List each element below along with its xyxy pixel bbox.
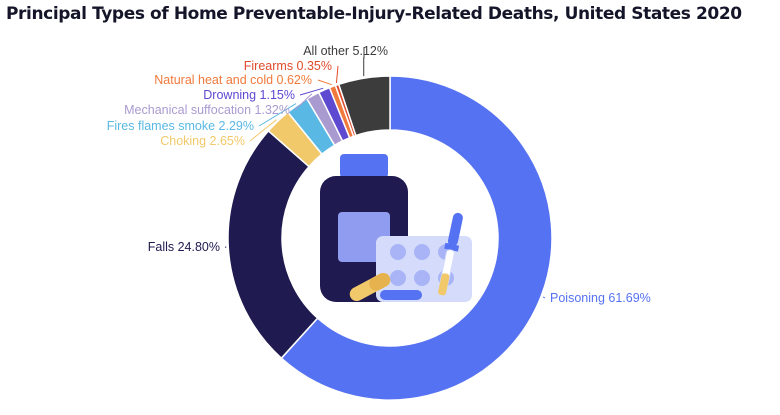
label-drowning: Drowning 1.15% bbox=[203, 88, 295, 102]
medicine-bottle-pills-dropper-icon bbox=[320, 154, 472, 302]
leader-choking bbox=[249, 119, 277, 142]
label-choking: Choking 2.65% bbox=[160, 134, 245, 148]
label-poisoning: Poisoning 61.69% bbox=[550, 291, 651, 305]
leader-natural-heat-and-cold bbox=[317, 79, 332, 86]
leader-poisoning bbox=[542, 296, 546, 299]
leader-firearms bbox=[335, 65, 339, 84]
label-leaders bbox=[224, 47, 546, 299]
label-firearms: Firearms 0.35% bbox=[244, 59, 332, 73]
label-fires-flames-smoke: Fires flames smoke 2.29% bbox=[107, 119, 254, 133]
label-mechanical-suffocation: Mechanical suffocation 1.32% bbox=[124, 103, 290, 117]
slice-falls bbox=[227, 129, 319, 360]
label-all-other: All other 5.12% bbox=[303, 44, 388, 58]
donut-slices bbox=[227, 75, 553, 401]
chart-title: Principal Types of Home Preventable-Inju… bbox=[6, 4, 742, 24]
label-natural-heat-and-cold: Natural heat and cold 0.62% bbox=[154, 73, 312, 87]
label-falls: Falls 24.80% bbox=[148, 240, 220, 254]
slice-labels: Poisoning 61.69% Falls 24.80% Choking 2.65… bbox=[107, 44, 651, 305]
leader-mechanical-suffocation bbox=[294, 93, 313, 111]
leader-fires-flames-smoke bbox=[258, 103, 297, 127]
slice-all-other bbox=[337, 75, 391, 137]
slice-poisoning bbox=[280, 75, 553, 401]
leader-drowning bbox=[299, 87, 324, 96]
